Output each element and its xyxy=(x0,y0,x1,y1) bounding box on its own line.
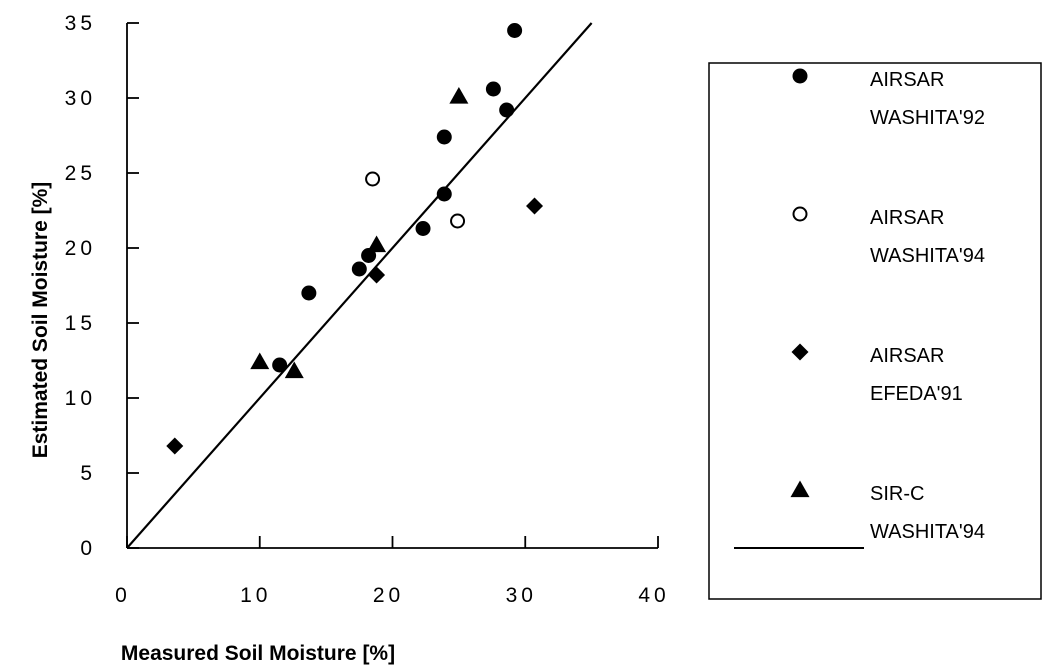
x-tick-label: 20 xyxy=(373,584,404,607)
legend-label: AIRSAR xyxy=(870,345,944,367)
airsar-washita94-point xyxy=(365,171,381,187)
airsar-efeda91-point xyxy=(526,197,544,215)
x-tick-label: 30 xyxy=(506,584,537,607)
legend-label: SIR-C xyxy=(870,483,924,505)
x-axis-title: Measured Soil Moisture [%] xyxy=(121,642,395,665)
sirc-washita94-point xyxy=(449,87,469,104)
legend-label: WASHITA'94 xyxy=(870,245,985,267)
airsar-efeda91-point xyxy=(368,266,386,284)
airsar-washita92-point xyxy=(351,261,367,277)
y-tick-label: 20 xyxy=(65,237,96,260)
y-tick-label: 30 xyxy=(65,87,96,110)
y-tick-label: 10 xyxy=(65,387,96,410)
x-tick-label: 40 xyxy=(638,584,669,607)
legend-box xyxy=(708,62,1042,600)
legend-label: WASHITA'94 xyxy=(870,521,985,543)
sirc-washita94-point xyxy=(250,352,270,370)
reference-line-group xyxy=(126,22,593,549)
y-tick-label: 35 xyxy=(65,12,96,35)
y-axis-title: Estimated Soil Moisture [%] xyxy=(29,182,52,459)
legend-label: WASHITA'92 xyxy=(870,107,985,129)
y-tick-label: 0 xyxy=(80,537,96,560)
x-tick-label: 0 xyxy=(115,584,131,607)
axes: 0 10 20 30 40 0 5 10 15 20 25 30 35 xyxy=(65,12,669,607)
airsar-efeda91-point xyxy=(166,437,184,455)
x-tick-label: 10 xyxy=(240,584,271,607)
y-tick-label: 25 xyxy=(65,162,96,185)
airsar-washita92-point xyxy=(485,81,501,97)
legend-marker-3 xyxy=(791,343,809,361)
legend-marker-4 xyxy=(790,480,810,498)
data-points xyxy=(166,23,544,455)
airsar-washita92-point xyxy=(436,186,452,202)
sirc-washita94-point xyxy=(284,361,304,379)
airsar-washita92-point xyxy=(507,23,523,38)
legend-label: AIRSAR xyxy=(870,207,944,229)
one-to-one-line xyxy=(126,22,593,549)
airsar-washita92-point xyxy=(272,357,288,373)
sirc-washita94-point xyxy=(367,235,387,253)
legend-label: EFEDA'91 xyxy=(870,383,963,405)
airsar-washita92-point xyxy=(415,221,431,236)
legend-label: AIRSAR xyxy=(870,69,944,91)
y-tick-label: 5 xyxy=(80,462,96,485)
legend-marker-1 xyxy=(792,68,808,84)
y-tick-label: 15 xyxy=(65,312,96,335)
airsar-washita92-point xyxy=(301,285,317,301)
airsar-washita92-point xyxy=(436,129,452,145)
airsar-washita92-point xyxy=(499,102,515,118)
legend: AIRSAR WASHITA'92 AIRSAR WASHITA'94 AIRSAR EF… xyxy=(708,62,1042,600)
legend-marker-2 xyxy=(792,206,808,222)
airsar-washita94-point xyxy=(450,213,466,229)
